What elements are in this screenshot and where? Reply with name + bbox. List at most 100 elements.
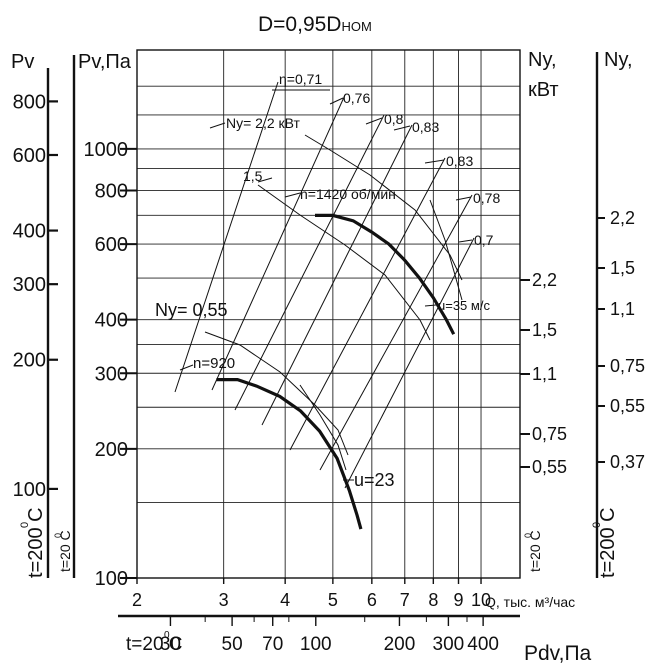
bottom-dynamic-tick-label: 400 [467,634,499,655]
speed-label-23: u=23 [354,470,395,490]
x-tick-label: 3 [219,590,229,610]
left-outer-tick-label: 800 [13,91,46,113]
left-inner-temp-sup: 0 [53,533,63,538]
leader-u35 [424,304,437,307]
left-inner-temp-label: t=20 C [57,530,73,572]
right-outer-axis-label: Ny, [604,49,633,71]
right-outer-temp-sup: 0 [591,522,603,528]
power-label-0-55: Ny= 0,55 [155,300,228,320]
left-outer-temp-sup: 0 [19,522,31,528]
right-inner-axis-label: Ny, [528,49,557,71]
series-curve-0 [315,213,456,335]
right-outer-tick-label: 1,1 [610,299,635,319]
series-curve-1 [216,378,363,530]
leader-p15 [257,177,273,183]
bottom-dynamic-axis-label: Pdv,Па [524,642,592,665]
right-inner-tick-label: 0,75 [532,424,567,444]
series-label-n920: n=920 [193,355,235,372]
eff-label-1: 0,76 [343,90,370,106]
bottom-dynamic-tick-label: 30 [160,634,181,655]
power-label-2-2: Ny= 2,2 кВт [226,115,301,131]
right-inner-temp-label: t=20 C [527,530,543,572]
right-inner-tick-label: 1,5 [532,320,557,340]
x-tick-label: 7 [400,590,410,610]
right-outer-tick-label: 0,55 [610,396,645,416]
guide-lines [174,81,475,489]
efficiency-ray-6 [344,237,475,489]
right-outer-tick-label: 2,2 [610,208,635,228]
right-outer-tick-label: 0,37 [610,452,645,472]
x-tick-label: 4 [280,590,290,610]
efficiency-ray-2 [234,114,385,411]
eff-label-4: 0,83 [446,153,473,169]
y-tick-label: 400 [95,310,128,332]
bottom-dynamic-tick-label: 100 [300,634,332,655]
leader-eff-4 [424,159,445,164]
series-curves [216,213,456,530]
x-tick-label: 8 [428,590,438,610]
axis-ticks: 2 3 4 5 6 7 8 9 10100200300400600800100010020030… [13,91,645,655]
efficiency-ray-5 [319,194,473,471]
x-axis-label: Q, тыс. м³/час [485,594,575,610]
power-line-2-2 [304,134,463,281]
speed-line-35 [429,199,463,301]
leader-eff-1 [329,97,344,105]
efficiency-ray-3 [261,124,413,426]
bottom-dynamic-tick-label: 200 [384,634,416,655]
right-inner-tick-label: 2,2 [532,270,557,290]
x-tick-label: 2 [132,590,142,610]
eff-label-2: 0,8 [384,111,404,127]
bottom-temp-label: t=20 C [126,634,183,655]
y-tick-label: 800 [95,180,128,202]
efficiency-ray-0 [174,81,279,393]
left-outer-temp-label: t=200 C [25,507,47,578]
efficiency-ray-1 [211,94,346,391]
bottom-dynamic-tick-label: 70 [262,634,283,655]
speed-line-23 [299,384,347,471]
right-inner-temp-sup: 0 [523,533,533,538]
series-label-n1420: n=1420 об/мин [300,186,396,202]
leader-eff-6 [458,239,473,243]
y-axis-label: Pv,Па [78,51,132,73]
y-tick-label: 600 [95,234,128,256]
left-outer-axis-label: Pv [11,51,34,73]
right-inner-tick-label: 0,55 [532,457,567,477]
y-tick-label: 100 [95,568,128,590]
leader-eff-3 [393,125,411,131]
x-tick-label: 6 [367,590,377,610]
right-outer-temp-label: t=200 C [597,507,619,578]
leader-eff-5 [455,196,472,201]
leader-n1420 [284,192,301,198]
power-label-1-5: 1,5 [243,168,263,184]
x-tick-label: 5 [328,590,338,610]
right-outer-tick-label: 0,75 [610,356,645,376]
y-tick-label: 1000 [84,139,129,161]
chart-title: D=0,95DНОМ [258,13,372,36]
bottom-temp-sup: 0 [164,630,170,641]
leader-p22 [209,122,226,129]
eff-label-5: 0,78 [473,190,500,206]
eff-label-3: 0,83 [412,119,439,135]
y-tick-label: 300 [95,363,128,385]
bottom-dynamic-tick-label: 300 [433,634,465,655]
left-outer-tick-label: 300 [13,274,46,296]
eff-label-0: η=0,71 [279,71,322,87]
efficiency-ray-4 [289,157,446,451]
left-outer-tick-label: 100 [13,479,46,501]
left-outer-tick-label: 400 [13,221,46,243]
right-outer-tick-label: 1,5 [610,258,635,278]
left-outer-tick-label: 600 [13,145,46,167]
y-tick-label: 200 [95,439,128,461]
right-inner-axis-unit: кВт [528,79,559,101]
plot-frame [136,49,521,579]
left-outer-tick-label: 200 [13,350,46,372]
eff-label-6: 0,7 [474,232,494,248]
x-tick-label: 10 [471,590,491,610]
leader-eff-2 [365,117,383,125]
right-inner-tick-label: 1,1 [532,364,557,384]
x-tick-label: 9 [453,590,463,610]
leader-n920 [179,364,194,371]
speed-label-35: u=35 м/с [438,298,490,313]
bottom-dynamic-tick-label: 50 [222,634,243,655]
